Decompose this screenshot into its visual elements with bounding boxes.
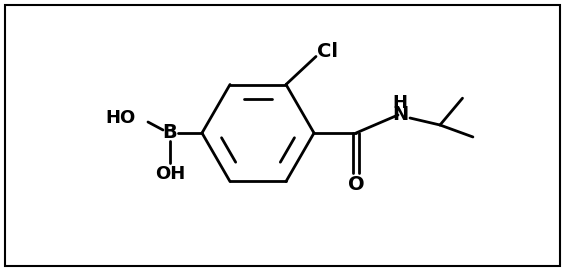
Text: H: H [393,94,407,112]
Text: Cl: Cl [318,42,338,61]
Text: HO: HO [106,109,136,127]
Text: N: N [392,105,408,124]
Text: O: O [347,175,364,193]
Text: OH: OH [155,165,185,183]
Text: B: B [163,124,177,143]
